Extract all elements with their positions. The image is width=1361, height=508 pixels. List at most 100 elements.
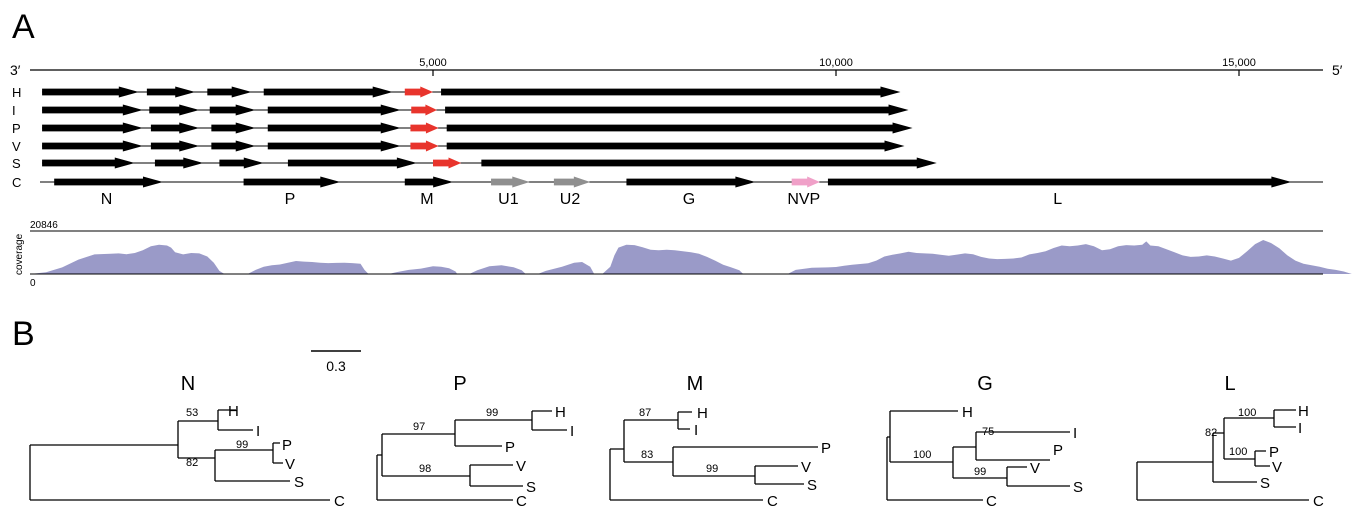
tree-g-title: G [977,373,993,395]
tree-p-leaf-p: P [505,439,515,456]
tree-g-bootstrap: 75 [982,426,994,438]
tree-p-bootstrap: 97 [413,421,425,433]
gene-arrow [446,122,913,134]
tree-m-leaf-v: V [801,459,811,476]
coverage-axis-label: coverage [14,233,25,275]
tree-l-leaf-s: S [1260,475,1270,492]
gene-arrow [207,86,252,98]
tree-g-leaf-v: V [1030,460,1040,477]
tree-p-leaf-h: H [555,404,566,421]
gene-arrow [410,122,439,134]
gene-arrow [150,122,200,134]
coverage-area [30,240,1352,274]
tree-m: M H I P V S C 87 83 99 [609,373,831,508]
gene-label-p: P [285,191,296,208]
tree-l-leaf-h: H [1298,403,1309,420]
tree-l-bootstrap: 82 [1205,427,1217,439]
gene-arrow [267,140,401,152]
panel-label-b: B [12,315,35,353]
genome-ruler: 3′ 5′ 5,000 10,000 15,000 [10,57,1343,78]
gene-arrow-l [827,176,1292,188]
ruler-left-end: 3′ [10,62,21,78]
tree-p-bootstrap: 98 [419,463,431,475]
tree-p: P H I P V S C 97 99 98 [376,373,574,508]
gene-arrow-nvp [791,176,820,188]
tree-l-leaf-p: P [1269,444,1279,461]
gene-arrow [219,157,264,169]
tree-m-bootstrap: 87 [639,407,651,419]
gene-label-g: G [683,191,695,208]
genome-row-label: H [12,85,21,100]
tree-n-bootstrap: 82 [186,457,198,469]
tree-n-branches [29,409,330,501]
tree-m-leaf-c: C [767,493,778,508]
tree-m-leaf-i: I [694,422,698,439]
tree-p-leaf-c: C [516,493,527,508]
tree-g-leaf-h: H [962,404,973,421]
panel-label-a: A [12,8,35,46]
gene-label-n: N [101,191,113,208]
tree-l-leaf-i: I [1298,420,1302,437]
tree-p-leaf-v: V [516,458,526,475]
genome-row-s: S [12,156,937,171]
tree-g: G H I P V S C 75 100 99 [886,373,1083,508]
genome-row-label: I [12,103,16,118]
tree-n-bootstrap: 99 [236,439,248,451]
genome-row-label: S [12,156,21,171]
gene-arrow [42,122,143,134]
gene-arrow [481,157,937,169]
tree-g-leaf-i: I [1073,425,1077,442]
coverage-track: coverage 20846 0 [14,220,1352,289]
tree-m-leaf-s: S [807,477,817,494]
gene-label-u1: U1 [498,191,519,208]
gene-arrow [433,157,462,169]
tree-g-branches [886,410,1070,501]
tree-m-bootstrap: 83 [641,449,653,461]
tree-g-bootstrap: 100 [913,449,931,461]
ruler-ticks: 5,000 10,000 15,000 [419,57,1256,76]
genome-row-p: P [12,121,913,136]
tree-l-bootstrap: 100 [1229,446,1247,458]
genome-row-h: H [12,85,901,100]
tree-l-title: L [1224,373,1235,395]
gene-arrow [445,104,909,116]
genome-row-label: V [12,139,21,154]
genome-row-i: I [12,103,909,118]
gene-arrow [287,157,417,169]
gene-arrow [267,104,401,116]
tree-l-leaf-c: C [1313,493,1324,508]
tree-n-leaf-h: H [228,403,239,420]
tree-n-leaf-p: P [282,437,292,454]
scale-bar-label: 0.3 [326,358,346,374]
tree-p-leaf-i: I [570,423,574,440]
coverage-min-label: 0 [30,278,36,289]
tree-g-leaf-p: P [1053,442,1063,459]
gene-arrow [42,140,143,152]
gene-arrow [146,86,196,98]
coverage-max-label: 20846 [30,220,58,231]
tree-n-leaf-v: V [285,456,295,473]
tree-n: N H I P V S C 53 82 99 [29,373,345,508]
gene-arrow [211,140,256,152]
gene-arrow [209,104,256,116]
gene-arrow [263,86,393,98]
gene-arrow-m [404,176,454,188]
tree-p-bootstrap: 99 [486,407,498,419]
gene-arrow-n [54,176,163,188]
tree-p-branches [376,410,567,501]
tree-l: L H I P V S C 100 82 100 [1136,373,1324,508]
tree-p-leaf-s: S [526,479,536,496]
genome-row-label: C [12,175,21,190]
tree-n-title: N [181,373,195,395]
gene-label-l: L [1053,191,1062,208]
tree-l-leaf-v: V [1272,459,1282,476]
gene-arrow [404,86,433,98]
gene-arrow [150,140,200,152]
gene-label-nvp: NVP [787,191,820,208]
tree-m-title: M [687,373,704,395]
tree-scale-bar: 0.3 [311,350,361,374]
gene-arrow [42,86,139,98]
ruler-tick-label: 5,000 [419,57,447,69]
